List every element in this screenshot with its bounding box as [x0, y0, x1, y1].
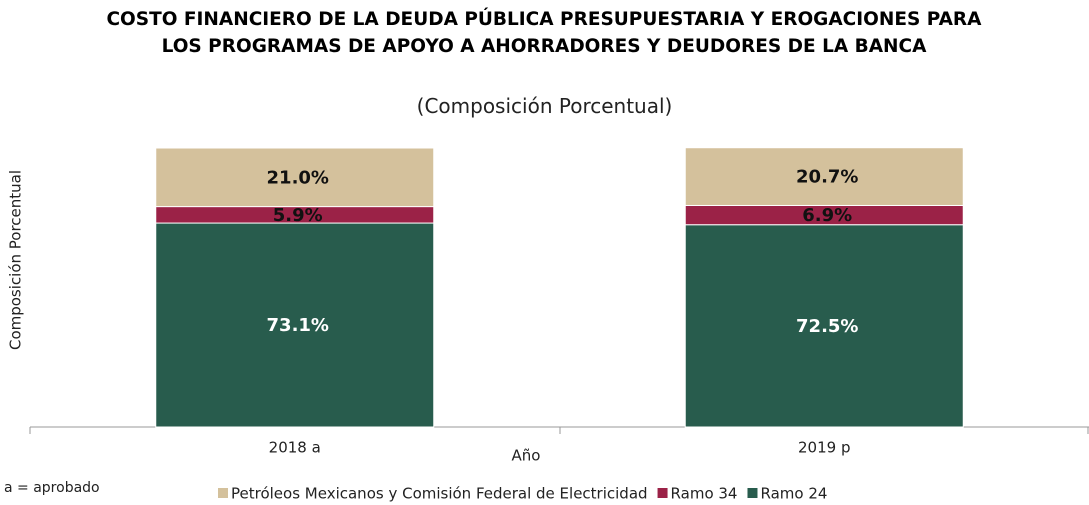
- data-label: 5.9%: [273, 205, 323, 226]
- y-axis-title: Composición Porcentual: [7, 170, 25, 350]
- legend-label: Petróleos Mexicanos y Comisión Federal d…: [231, 485, 648, 503]
- bar-segment: [684, 147, 964, 206]
- data-label: 73.1%: [267, 315, 329, 336]
- legend-label: Ramo 24: [760, 485, 827, 503]
- data-label: 21.0%: [267, 167, 329, 188]
- chart-title: COSTO FINANCIERO DE LA DEUDA PÚBLICA PRE…: [106, 9, 982, 57]
- legend-label: Ramo 34: [671, 485, 738, 503]
- x-tick-label: 2018 a: [269, 439, 321, 457]
- bar-segment: [155, 147, 435, 208]
- data-label: 72.5%: [796, 316, 858, 337]
- bar-segment: [684, 224, 964, 428]
- bar-segment: [155, 222, 435, 428]
- legend-swatch: [657, 488, 668, 498]
- data-label: 20.7%: [796, 167, 858, 188]
- note: a = aprobado: [4, 480, 100, 496]
- chart-subtitle: (Composición Porcentual): [416, 94, 673, 118]
- legend-swatch: [747, 488, 758, 498]
- x-tick-label: 2019 p: [798, 439, 850, 457]
- legend-swatch: [218, 488, 228, 498]
- x-axis-title: Año: [512, 447, 541, 465]
- data-label: 6.9%: [802, 205, 852, 226]
